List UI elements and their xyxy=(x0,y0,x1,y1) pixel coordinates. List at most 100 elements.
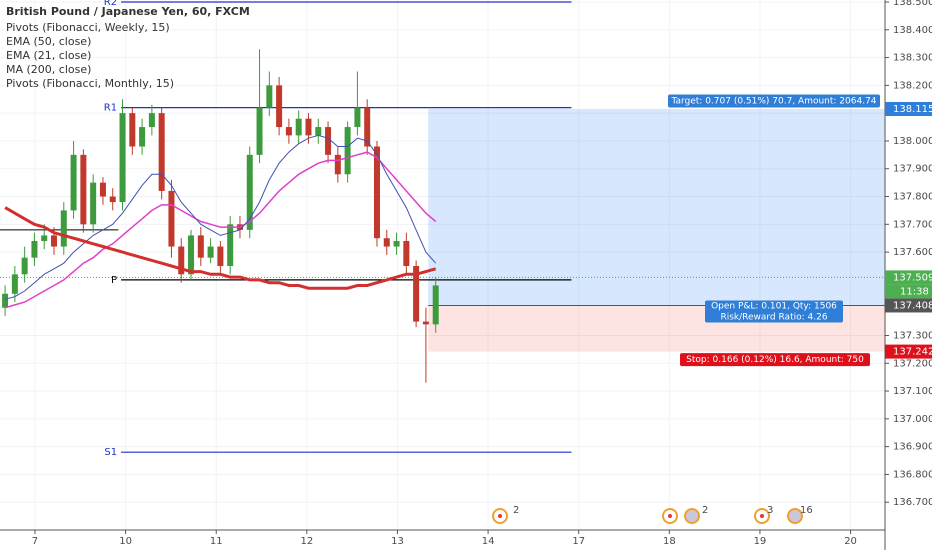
event-icon[interactable] xyxy=(787,508,803,524)
legend-item: MA (200, close) xyxy=(6,63,91,76)
candle-body xyxy=(364,107,371,147)
last-price-tag-text: 137.509 xyxy=(893,272,932,283)
grid xyxy=(0,0,885,530)
indicator-line xyxy=(4,206,437,290)
y-tick-label: 138.000 xyxy=(893,136,932,147)
last-price-tag-extra xyxy=(885,284,932,299)
legend: British Pound / Japanese Yen, 60, FXCM P… xyxy=(6,5,250,90)
candle-body xyxy=(315,127,322,136)
legend-item: Pivots (Fibonacci, Weekly, 15) xyxy=(6,21,170,34)
candle-body xyxy=(80,154,87,225)
candle-body xyxy=(207,246,214,258)
candle-body xyxy=(422,321,429,325)
candle-body xyxy=(197,235,204,258)
candle-body xyxy=(432,285,439,325)
plot-area: R2 R1 P S1 Target: 0.707 (0.51%) 70.7, Amoun… xyxy=(0,0,885,458)
candle-body xyxy=(70,154,77,211)
pnl-label-text: Open P&L: 0.101, Qty: 1506 xyxy=(711,301,837,311)
candle-body xyxy=(246,154,253,230)
candle-body xyxy=(2,293,9,308)
y-tick-label: 137.200 xyxy=(893,358,932,369)
event-count: 3 xyxy=(767,505,773,516)
candle-body xyxy=(51,235,58,247)
candle-body xyxy=(11,274,18,294)
x-tick-label: 12 xyxy=(300,536,313,547)
x-tick-label: 19 xyxy=(754,536,767,547)
indicator-line xyxy=(4,134,437,300)
pivot-label: R2 xyxy=(104,0,117,8)
x-tick-label: 10 xyxy=(119,536,132,547)
pivot-label: S1 xyxy=(104,447,117,458)
candle-body xyxy=(188,235,195,275)
candle-body xyxy=(31,240,38,258)
candle-body xyxy=(217,246,224,266)
events: 2 2 3 16 xyxy=(492,505,813,524)
target-zone xyxy=(428,108,885,306)
axes: 136.700 136.800 136.900 137.000 137.100 137.2… xyxy=(32,0,932,547)
x-tick-label: 11 xyxy=(210,536,223,547)
candle-body xyxy=(168,190,175,247)
y-tick-label: 137.900 xyxy=(893,164,932,175)
target-label-text: Target: 0.707 (0.51%) 70.7, Amount: 2064… xyxy=(670,96,876,106)
stop-tag-text: 137.242 xyxy=(893,347,932,358)
pivot-label: P xyxy=(111,275,117,286)
candle-body xyxy=(295,118,302,136)
candle-body xyxy=(109,196,116,203)
y-tick-label: 138.200 xyxy=(893,80,932,91)
candle-body xyxy=(334,154,341,175)
y-tick-label: 136.800 xyxy=(893,469,932,480)
pivot-label: R1 xyxy=(104,103,117,114)
candle-body xyxy=(344,127,351,175)
pnl-label-text: Risk/Reward Ratio: 4.26 xyxy=(720,312,827,322)
candle-body xyxy=(119,113,126,203)
last-price-tag xyxy=(885,270,932,285)
x-tick-label: 18 xyxy=(663,536,676,547)
candle-body xyxy=(266,85,273,108)
event-icon-dot xyxy=(668,514,672,518)
x-tick-label: 13 xyxy=(391,536,404,547)
y-tick-label: 138.500 xyxy=(893,0,932,8)
candle-body xyxy=(373,146,380,239)
candle-body xyxy=(276,85,283,128)
entry-tag xyxy=(885,298,932,313)
stop-label-text: Stop: 0.166 (0.12%) 16.6, Amount: 750 xyxy=(686,355,864,365)
event-count: 2 xyxy=(702,505,708,516)
y-tick-label: 138.300 xyxy=(893,53,932,64)
candle-body xyxy=(383,238,390,247)
y-tick-label: 136.900 xyxy=(893,442,932,453)
entry-tag-text: 137.408 xyxy=(893,300,932,311)
y-tick-label: 137.700 xyxy=(893,219,932,230)
candle-body xyxy=(403,240,410,266)
stop-label-box xyxy=(680,353,870,367)
chart-title: British Pound / Japanese Yen, 60, FXCM xyxy=(6,5,250,18)
candle-body xyxy=(148,113,155,128)
y-tick-label: 137.300 xyxy=(893,330,932,341)
candle-body xyxy=(285,127,292,136)
legend-item: Pivots (Fibonacci, Monthly, 15) xyxy=(6,77,174,90)
legend-item: EMA (50, close) xyxy=(6,35,91,48)
x-tick-label: 17 xyxy=(572,536,585,547)
y-tick-label: 136.700 xyxy=(893,497,932,508)
event-icon-dot xyxy=(760,514,764,518)
candle-body xyxy=(354,107,361,128)
candle-body xyxy=(99,182,106,197)
event-count: 2 xyxy=(513,505,519,516)
y-tick-label: 137.000 xyxy=(893,414,932,425)
target-label-box xyxy=(668,94,880,108)
candle-body xyxy=(227,224,234,266)
candle-body xyxy=(139,127,146,147)
target-tag-text: 138.115 xyxy=(893,104,932,115)
target-tag xyxy=(885,101,932,116)
event-icon-dot xyxy=(498,514,502,518)
candle-body xyxy=(256,107,263,155)
indicator-line xyxy=(4,151,437,309)
candle-body xyxy=(413,266,420,322)
event-icon[interactable] xyxy=(684,508,700,524)
candle-body xyxy=(90,182,97,225)
candle-body xyxy=(305,118,312,136)
candle-body xyxy=(325,127,332,155)
stop-tag xyxy=(885,344,932,359)
x-tick-label: 14 xyxy=(482,536,495,547)
